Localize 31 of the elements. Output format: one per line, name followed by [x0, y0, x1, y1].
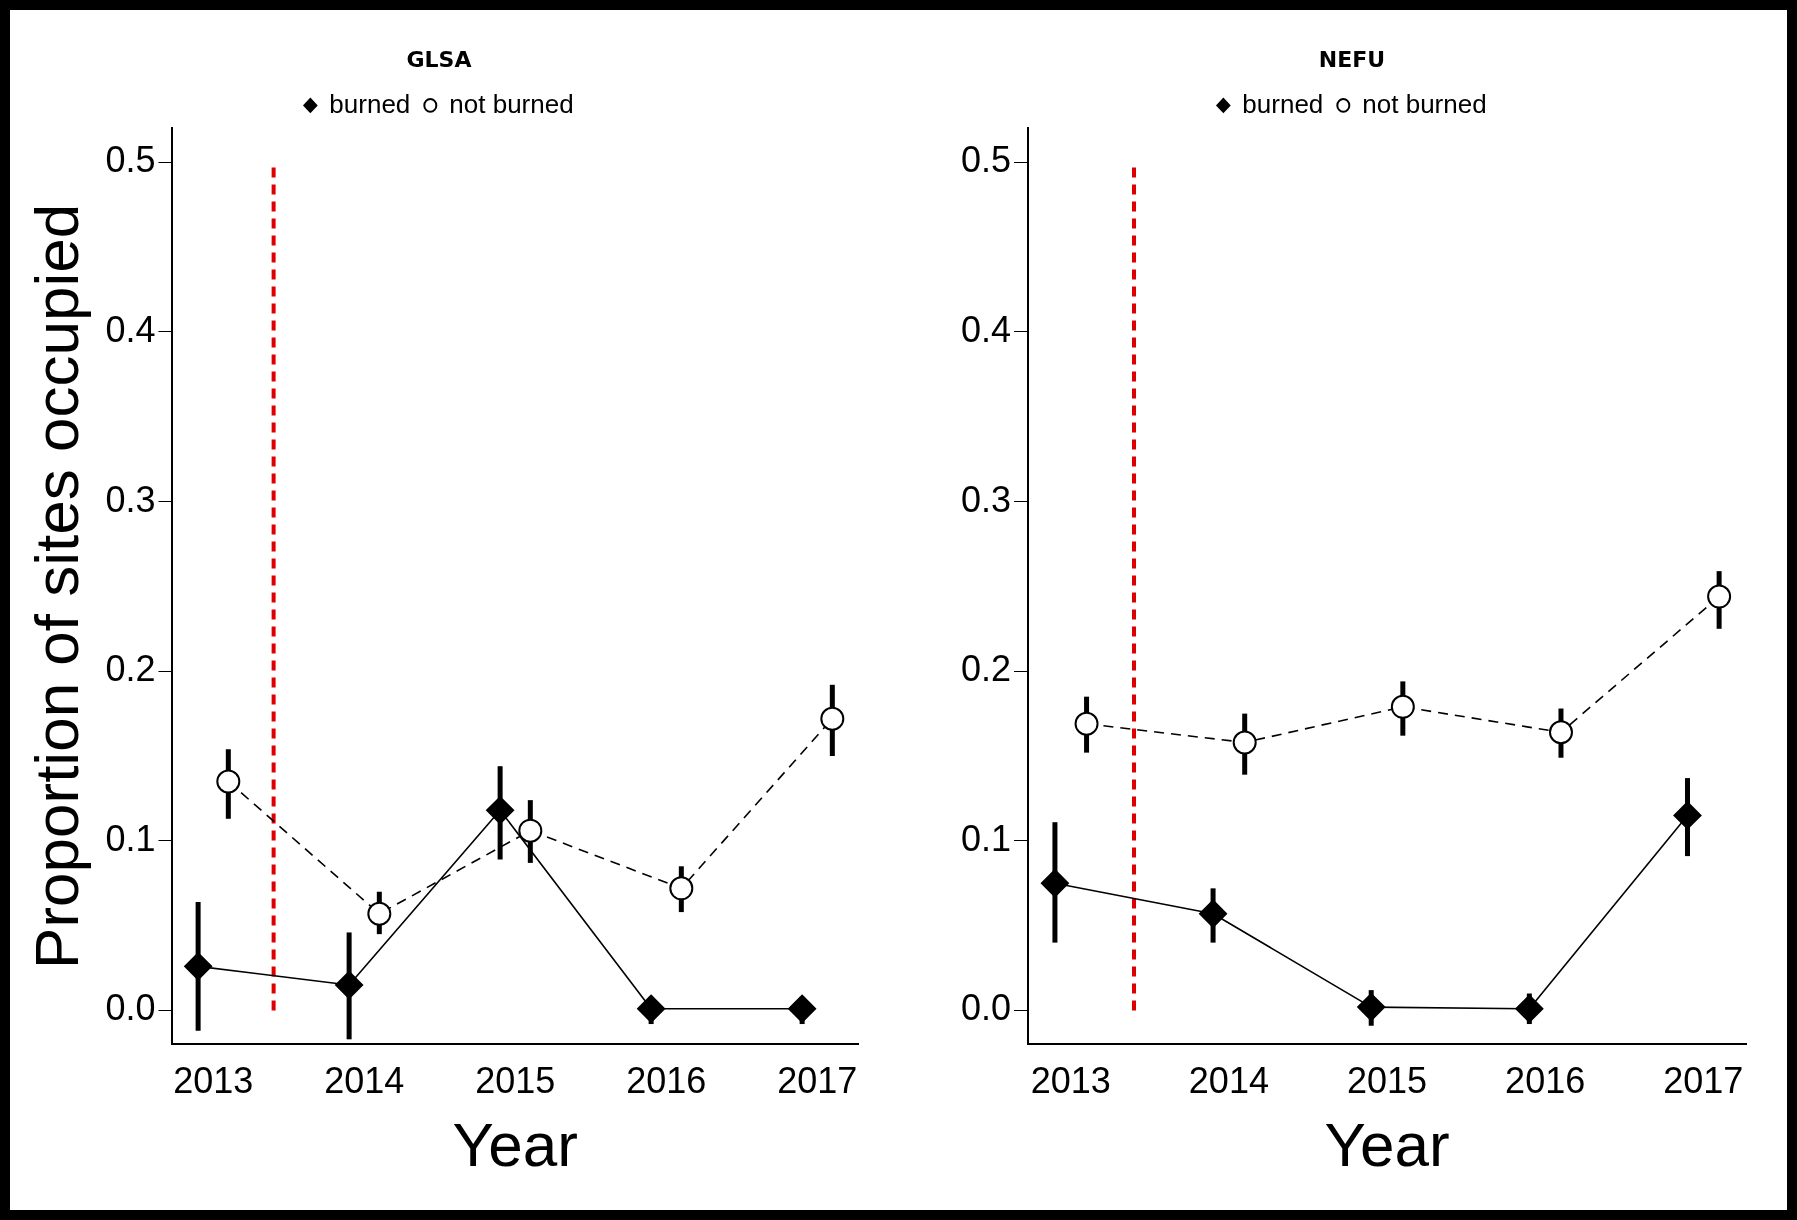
- chart-title: GLSA: [406, 46, 472, 72]
- x-tick-label: 2015: [475, 1059, 556, 1101]
- legend-label: not burned: [449, 88, 574, 119]
- y-tick-label: 0.2: [961, 648, 1012, 690]
- x-tick-label: 2017: [777, 1059, 858, 1101]
- y-tick-label: 0.5: [961, 139, 1012, 181]
- x-tick-label: 2013: [173, 1059, 254, 1101]
- x-axis-title: Year: [1324, 1109, 1450, 1179]
- x-tick-label: 2014: [1188, 1059, 1269, 1101]
- x-tick-label: 2017: [1663, 1059, 1744, 1101]
- y-tick-label: 0.2: [105, 648, 156, 690]
- y-tick-label: 0.5: [105, 139, 156, 181]
- legend-label: burned: [329, 88, 411, 119]
- x-axis-title: Year: [452, 1109, 578, 1179]
- y-tick-label: 0.0: [961, 987, 1012, 1029]
- x-tick-label: 2015: [1346, 1059, 1428, 1101]
- x-tick-label: 2016: [626, 1059, 707, 1101]
- x-tick-label: 2013: [1030, 1059, 1111, 1101]
- y-tick-label: 0.3: [961, 478, 1012, 520]
- y-tick-label: 0.1: [105, 817, 156, 859]
- legend-label: burned: [1242, 88, 1324, 119]
- x-tick-label: 2014: [324, 1059, 405, 1101]
- y-axis-title: Proportion of sites occupied: [22, 203, 92, 969]
- legend-label: not burned: [1362, 88, 1487, 119]
- chart-title: NEFU: [1318, 46, 1386, 72]
- y-tick-label: 0.0: [105, 987, 156, 1029]
- y-tick-label: 0.3: [105, 478, 156, 520]
- x-tick-label: 2016: [1505, 1059, 1586, 1101]
- y-tick-label: 0.4: [961, 308, 1012, 350]
- y-tick-label: 0.4: [105, 308, 156, 350]
- y-tick-label: 0.1: [961, 817, 1012, 859]
